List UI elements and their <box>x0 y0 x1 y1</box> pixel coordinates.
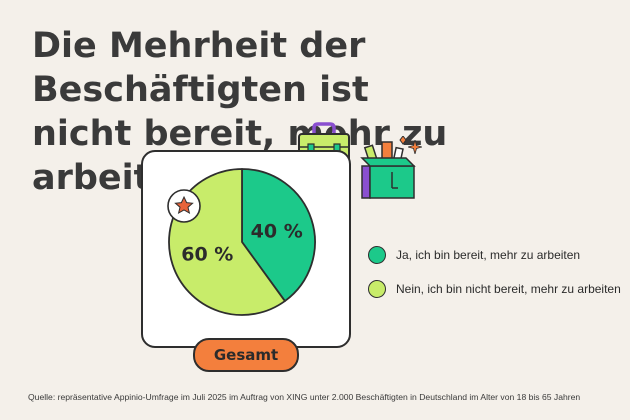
legend-item-no: Nein, ich bin nicht bereit, mehr zu arbe… <box>368 278 621 300</box>
sparkle-icon <box>408 140 422 154</box>
pie-label-1: 40 % <box>251 221 303 243</box>
chart-legend: Ja, ich bin bereit, mehr zu arbeiten Nei… <box>368 244 621 312</box>
legend-swatch-yes <box>368 246 386 264</box>
star-badge <box>167 189 201 223</box>
pie-slice-1 <box>241 168 316 302</box>
legend-item-yes: Ja, ich bin bereit, mehr zu arbeiten <box>368 244 621 266</box>
legend-swatch-no <box>368 280 386 298</box>
pie-chart-card: 40 % 60 % <box>141 150 351 348</box>
source-note: Quelle: repräsentative Appinio-Umfrage i… <box>28 392 581 402</box>
title-line-1: Die Mehrheit der Beschäftigten ist <box>32 26 369 110</box>
box-with-tools-icon <box>360 136 416 199</box>
legend-label-no: Nein, ich bin nicht bereit, mehr zu arbe… <box>396 282 621 296</box>
pie-label-2: 60 % <box>181 243 233 265</box>
star-icon <box>174 195 194 214</box>
legend-label-yes: Ja, ich bin bereit, mehr zu arbeiten <box>396 248 581 262</box>
pie-chart: 40 % 60 % <box>167 168 316 316</box>
category-pill: Gesamt <box>193 338 299 372</box>
